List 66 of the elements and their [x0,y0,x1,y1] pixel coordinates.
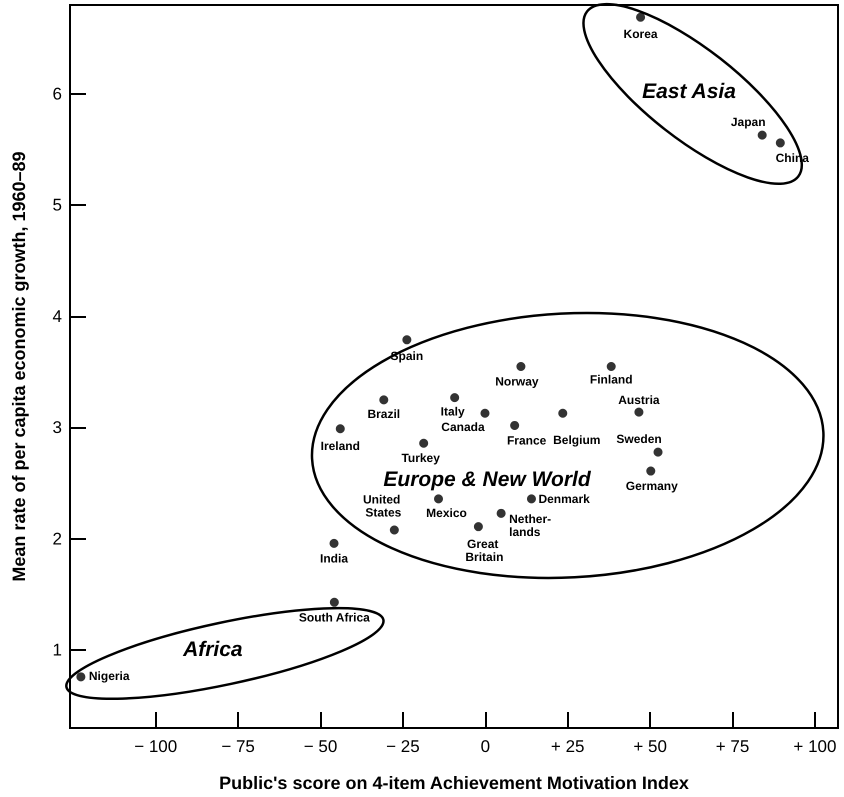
annotation: Italy [440,404,465,419]
y-tick-label: 3 [52,418,62,438]
x-axis-title: Public's score on 4-item Achievement Motivation Index [219,773,689,793]
annotation: Korea [624,27,658,42]
annotation: Nigeria [88,668,130,683]
point [379,395,388,404]
point [496,508,506,518]
annotation: Great Britain [465,537,504,564]
point [646,466,656,476]
point [634,408,644,417]
x-tick-label: − 75 [221,737,255,756]
annotation: United States [363,492,404,520]
x-tick-label: − 25 [386,737,420,756]
point [606,362,616,371]
point [516,362,526,371]
y-tick-label: 4 [52,306,62,326]
annotation: Denmark [538,492,590,506]
point [330,598,339,607]
point [390,526,399,535]
annotation: Nether- lands [509,512,554,539]
annotation: Austria [618,393,660,408]
x-tick-label: 0 [480,737,490,756]
annotation: Japan [730,115,766,130]
x-tick-label: + 100 [793,737,836,756]
annotation: Turkey [401,451,440,466]
annotation: Ireland [320,438,360,453]
annotation: France [506,433,547,448]
x-tick-label: + 75 [716,737,750,756]
y-tick-label: 5 [52,196,62,215]
annotation: Norway [495,374,539,388]
point [402,335,412,344]
y-tick-label: 6 [52,84,62,104]
annotation: Africa [182,638,243,661]
y-tick-label: 2 [52,529,62,548]
annotation: East Asia [642,80,736,104]
point [450,393,460,402]
point [76,672,86,682]
annotation: Europe & New World [383,468,592,492]
x-tick-label: + 50 [633,737,667,756]
point [526,494,536,504]
annotation: Belgium [553,433,600,448]
point [636,12,646,22]
point [336,424,345,434]
point [558,408,568,418]
point [330,538,339,548]
x-tick-label: − 100 [134,737,178,756]
annotation: Sweden [616,432,662,446]
annotation: Brazil [367,406,400,421]
point [654,448,663,457]
point [776,138,785,148]
point [434,494,444,504]
annotation: Mexico [426,506,467,520]
annotation: Finland [590,372,633,386]
annotation: Germany [626,479,678,494]
point [758,130,767,140]
annotation: India [320,551,348,566]
annotation: Canada [441,420,485,434]
point [510,420,520,430]
point [480,408,490,418]
x-tick-label: − 50 [304,737,338,756]
x-tick-label: + 25 [550,737,584,756]
point [474,522,483,532]
annotation: South Africa [298,610,370,624]
y-axis-title: Mean rate of per capita economic growth, 1960–89 [9,151,29,582]
y-tick-label: 1 [52,640,62,660]
point [419,438,428,448]
